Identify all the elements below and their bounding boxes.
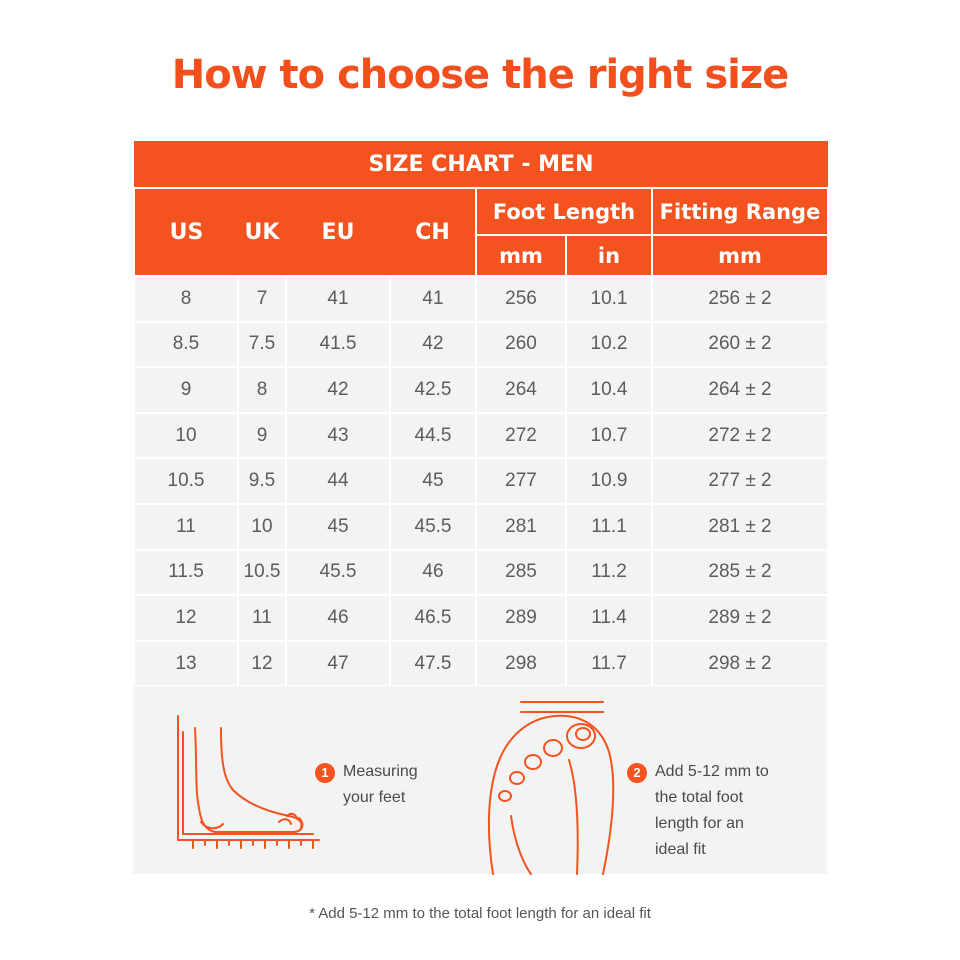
cell-us: 12 bbox=[133, 594, 239, 642]
cell-ch: 47.5 bbox=[389, 639, 477, 688]
cell-ch: 46 bbox=[389, 548, 477, 597]
cell-uk: 9 bbox=[237, 411, 287, 460]
cell-foot-in: 11.1 bbox=[565, 502, 653, 551]
page-title: How to choose the right size bbox=[171, 52, 790, 98]
cell-uk: 7.5 bbox=[237, 320, 287, 369]
cell-fitting-range: 260 ± 2 bbox=[650, 320, 830, 369]
cell-us: 10 bbox=[133, 411, 239, 460]
cell-us: 11.5 bbox=[133, 548, 239, 597]
cell-eu: 44 bbox=[285, 457, 391, 505]
cell-uk: 12 bbox=[237, 639, 287, 688]
header-eu: EU bbox=[286, 187, 390, 277]
cell-ch: 42.5 bbox=[389, 366, 477, 414]
step-1-badge: 1 bbox=[315, 763, 335, 783]
cell-uk: 10.5 bbox=[237, 548, 287, 597]
header-foot-length-in: in bbox=[565, 234, 653, 277]
header-foot-length-mm: mm bbox=[475, 234, 567, 277]
cell-us: 10.5 bbox=[133, 457, 239, 505]
cell-foot-in: 10.4 bbox=[565, 366, 653, 414]
header-fitting-range-mm: mm bbox=[650, 234, 830, 277]
step-1-text: Measuring your feet bbox=[343, 763, 418, 806]
cell-ch: 44.5 bbox=[389, 411, 477, 460]
cell-ch: 46.5 bbox=[389, 594, 477, 642]
table-row: 11.5 10.5 45.5 46 285 11.2 285 ± 2 bbox=[133, 548, 830, 597]
cell-ch: 45.5 bbox=[389, 502, 477, 551]
cell-fitting-range: 298 ± 2 bbox=[650, 639, 830, 688]
header-fitting-range: Fitting Range bbox=[650, 186, 830, 237]
footnote: * Add 5-12 mm to the total foot length f… bbox=[309, 905, 651, 922]
cell-fitting-range: 272 ± 2 bbox=[650, 411, 830, 460]
table-row: 13 12 47 47.5 298 11.7 298 ± 2 bbox=[133, 639, 830, 688]
table-row: 9 8 42 42.5 264 10.4 264 ± 2 bbox=[133, 366, 830, 414]
cell-us: 9 bbox=[133, 366, 239, 414]
table-row: 8.5 7.5 41.5 42 260 10.2 260 ± 2 bbox=[133, 320, 830, 369]
cell-foot-mm: 272 bbox=[475, 411, 567, 460]
foot-top-view-illustration bbox=[487, 701, 615, 875]
step-2-badge: 2 bbox=[627, 763, 647, 783]
cell-us: 11 bbox=[133, 502, 239, 551]
cell-foot-mm: 256 bbox=[475, 275, 567, 323]
cell-us: 13 bbox=[133, 639, 239, 688]
table-banner: SIZE CHART - MEN bbox=[134, 141, 829, 189]
cell-uk: 9.5 bbox=[237, 457, 287, 505]
cell-eu: 45.5 bbox=[285, 548, 391, 597]
cell-foot-mm: 285 bbox=[475, 548, 567, 597]
cell-eu: 41.5 bbox=[285, 320, 391, 369]
size-table: SIZE CHART - MEN US UK EU CH Foot Length… bbox=[133, 141, 830, 688]
cell-uk: 8 bbox=[237, 366, 287, 414]
cell-fitting-range: 281 ± 2 bbox=[650, 502, 830, 551]
cell-fitting-range: 264 ± 2 bbox=[650, 366, 830, 414]
cell-foot-in: 10.7 bbox=[565, 411, 653, 460]
cell-eu: 43 bbox=[285, 411, 391, 460]
cell-foot-mm: 289 bbox=[475, 594, 567, 642]
header-us: US bbox=[133, 187, 238, 277]
cell-foot-in: 11.7 bbox=[565, 639, 653, 688]
cell-ch: 42 bbox=[389, 320, 477, 369]
cell-foot-in: 10.9 bbox=[565, 457, 653, 505]
cell-us: 8.5 bbox=[133, 320, 239, 369]
table-row: 10 9 43 44.5 272 10.7 272 ± 2 bbox=[133, 411, 830, 460]
cell-foot-in: 11.2 bbox=[565, 548, 653, 597]
cell-eu: 41 bbox=[285, 275, 391, 323]
step-2-text: Add 5-12 mm to the total foot length for… bbox=[655, 763, 769, 858]
table-row: 10.5 9.5 44 45 277 10.9 277 ± 2 bbox=[133, 457, 830, 505]
cell-foot-in: 10.1 bbox=[565, 275, 653, 323]
header-uk: UK bbox=[238, 187, 286, 277]
cell-foot-in: 11.4 bbox=[565, 594, 653, 642]
cell-ch: 41 bbox=[389, 275, 477, 323]
cell-foot-mm: 281 bbox=[475, 502, 567, 551]
cell-uk: 10 bbox=[237, 502, 287, 551]
cell-foot-mm: 260 bbox=[475, 320, 567, 369]
foot-measuring-illustration bbox=[177, 715, 320, 849]
size-chart: SIZE CHART - MEN US UK EU CH Foot Length… bbox=[133, 141, 830, 688]
table-row: 11 10 45 45.5 281 11.1 281 ± 2 bbox=[133, 502, 830, 551]
cell-foot-mm: 264 bbox=[475, 366, 567, 414]
cell-eu: 47 bbox=[285, 639, 391, 688]
header-ch: CH bbox=[390, 187, 477, 277]
cell-foot-mm: 277 bbox=[475, 457, 567, 505]
cell-fitting-range: 277 ± 2 bbox=[650, 457, 830, 505]
cell-eu: 45 bbox=[285, 502, 391, 551]
cell-uk: 7 bbox=[237, 275, 287, 323]
cell-eu: 46 bbox=[285, 594, 391, 642]
cell-fitting-range: 285 ± 2 bbox=[650, 548, 830, 597]
cell-fitting-range: 256 ± 2 bbox=[650, 275, 830, 323]
cell-uk: 11 bbox=[237, 594, 287, 642]
header-foot-length: Foot Length bbox=[475, 186, 653, 237]
table-row: 8 7 41 41 256 10.1 256 ± 2 bbox=[133, 275, 830, 323]
cell-foot-in: 10.2 bbox=[565, 320, 653, 369]
table-body: 8 7 41 41 256 10.1 256 ± 2 8.5 7.5 41.5 42 260 10.2 2… bbox=[133, 275, 830, 688]
cell-ch: 45 bbox=[389, 457, 477, 505]
cell-fitting-range: 289 ± 2 bbox=[650, 594, 830, 642]
table-row: 12 11 46 46.5 289 11.4 289 ± 2 bbox=[133, 594, 830, 642]
cell-eu: 42 bbox=[285, 366, 391, 414]
cell-foot-mm: 298 bbox=[475, 639, 567, 688]
cell-us: 8 bbox=[133, 275, 239, 323]
measuring-guide-panel: 1 Measuring your feet 2 Add 5-12 mm to t… bbox=[133, 686, 827, 875]
